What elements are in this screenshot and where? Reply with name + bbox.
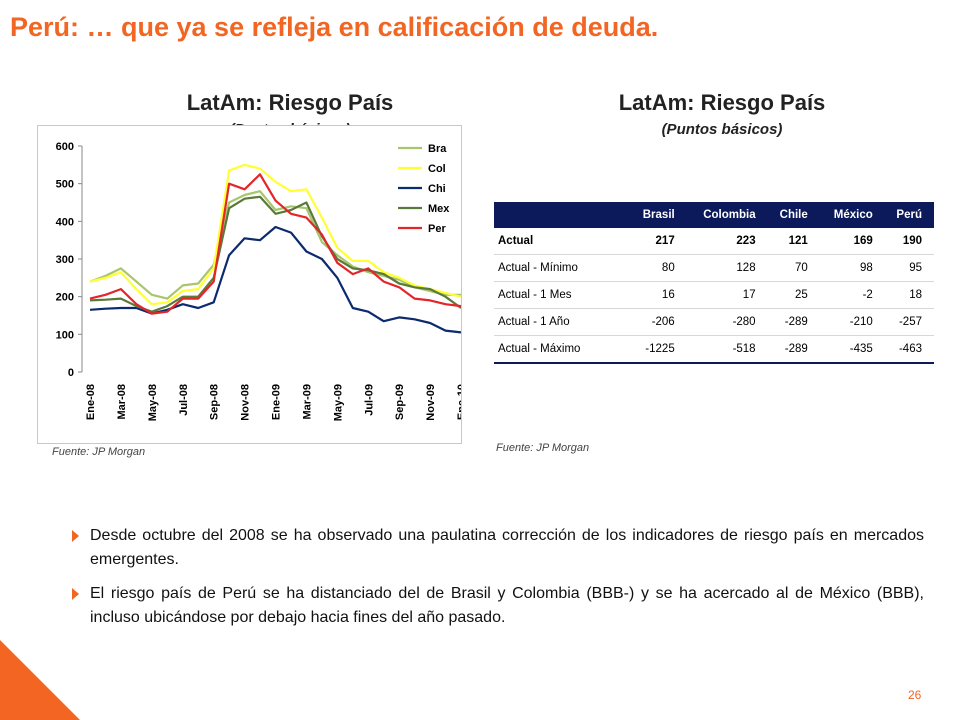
y-tick-label: 100 [56, 329, 74, 341]
table-cell: 121 [767, 228, 820, 255]
line-chart-svg: 0 100 200 300 400 500 600 Ene-08 Mar-08 May-08 Jul… [56, 139, 461, 421]
table-cell: 80 [630, 254, 687, 282]
row-label: Actual - 1 Mes [494, 281, 630, 309]
x-tick-label: Sep-08 [209, 384, 221, 420]
line-chart: 0 100 200 300 400 500 600 Ene-08 Mar-08 May-08 Jul… [37, 125, 462, 444]
table-cell: -463 [884, 335, 934, 364]
legend-background [395, 159, 457, 177]
table-cell: -518 [686, 335, 768, 364]
bullet-arrow-icon [72, 588, 79, 600]
bullet-text: El riesgo país de Perú se ha distanciado… [90, 585, 924, 626]
table-cell: -435 [819, 335, 885, 364]
column-header: Chile [767, 202, 820, 228]
corner-decoration [0, 640, 80, 720]
y-tick-label: 600 [56, 141, 74, 153]
series-line-mex [89, 195, 461, 313]
table-row: Actual - Mínimo 80 128 70 98 95 [494, 254, 934, 282]
table-cell: 190 [884, 228, 934, 255]
bullet-list: Desde octubre del 2008 se ha observado u… [72, 524, 924, 640]
table-cell: -2 [819, 281, 885, 309]
table-cell: -1225 [630, 335, 687, 364]
legend-label: Col [428, 163, 446, 175]
x-tick-label: Jul-08 [178, 384, 190, 416]
table-cell: 18 [884, 281, 934, 309]
legend-background [395, 199, 457, 217]
left-chart-heading: LatAm: Riesgo País [186, 90, 394, 115]
table-cell: -257 [884, 308, 934, 336]
x-tick-label: Jul-09 [363, 384, 375, 416]
legend-label: Per [428, 223, 446, 235]
bullet-arrow-icon [72, 530, 79, 542]
column-header: Perú [884, 202, 934, 228]
series-line-bra [89, 190, 461, 300]
table-cell: 98 [819, 254, 885, 282]
table-row: Actual - 1 Año -206 -280 -289 -210 -257 [494, 308, 934, 336]
legend-label: Bra [428, 143, 447, 155]
y-tick-label: 0 [68, 367, 74, 379]
y-tick-label: 200 [56, 292, 74, 304]
row-label: Actual - 1 Año [494, 308, 630, 336]
series-line-per [89, 173, 461, 315]
right-table-heading: LatAm: Riesgo País [618, 90, 826, 115]
risk-table-header-row: Brasil Colombia Chile México Perú [494, 202, 934, 228]
legend-background [395, 219, 457, 237]
column-header: México [819, 202, 885, 228]
x-tick-label: Mar-08 [116, 384, 128, 419]
bullet-item: Desde octubre del 2008 se ha observado u… [72, 524, 924, 572]
row-label: Actual - Máximo [494, 335, 630, 364]
table-cell: 223 [686, 228, 768, 255]
x-tick-label: Nov-08 [240, 384, 252, 421]
table-cell: -289 [767, 335, 820, 364]
x-tick-label: May-08 [147, 384, 159, 421]
table-cell: 217 [630, 228, 687, 255]
row-label: Actual - Mínimo [494, 254, 630, 282]
right-table-source: Fuente: JP Morgan [496, 442, 590, 454]
table-row: Actual 217 223 121 169 190 [494, 228, 934, 255]
y-tick-label: 500 [56, 179, 74, 191]
bullet-item: El riesgo país de Perú se ha distanciado… [72, 582, 924, 630]
table-cell: 169 [819, 228, 885, 255]
right-table-subheading: (Puntos básicos) [661, 121, 783, 138]
page-number: 26 [908, 688, 922, 702]
legend-background [395, 179, 457, 197]
column-header [494, 202, 630, 228]
risk-table: Brasil Colombia Chile México Perú Actual… [494, 202, 934, 364]
legend-label: Mex [428, 203, 450, 215]
x-tick-label: May-09 [332, 384, 344, 421]
table-cell: 95 [884, 254, 934, 282]
table-cell: -289 [767, 308, 820, 336]
table-cell: 70 [767, 254, 820, 282]
series-line-col [89, 163, 461, 306]
table-cell: 25 [767, 281, 820, 309]
x-tick-label: Nov-09 [425, 384, 437, 421]
left-chart-source: Fuente: JP Morgan [52, 446, 146, 458]
y-tick-label: 400 [56, 216, 74, 228]
table-cell: -280 [686, 308, 768, 336]
table-cell: -206 [630, 308, 687, 336]
bullet-text: Desde octubre del 2008 se ha observado u… [90, 527, 924, 568]
column-header: Brasil [630, 202, 687, 228]
x-tick-label: Ene-08 [85, 384, 97, 420]
column-header: Colombia [686, 202, 768, 228]
x-tick-label: Ene-09 [271, 384, 283, 420]
table-cell: 17 [686, 281, 768, 309]
table-row: Actual - 1 Mes 16 17 25 -2 18 [494, 281, 934, 309]
legend-background [395, 139, 457, 157]
x-tick-label: Ene-10 [456, 384, 461, 420]
y-tick-label: 300 [56, 254, 74, 266]
slide-title: Perú: … que ya se refleja en calificació… [10, 12, 659, 42]
table-cell: -210 [819, 308, 885, 336]
table-cell: 128 [686, 254, 768, 282]
table-row: Actual - Máximo -1225 -518 -289 -435 -46… [494, 335, 934, 364]
x-tick-label: Sep-09 [394, 384, 406, 420]
table-cell: 16 [630, 281, 687, 309]
legend-label: Chi [428, 183, 446, 195]
row-label: Actual [494, 228, 630, 255]
x-tick-label: Mar-09 [301, 384, 313, 419]
